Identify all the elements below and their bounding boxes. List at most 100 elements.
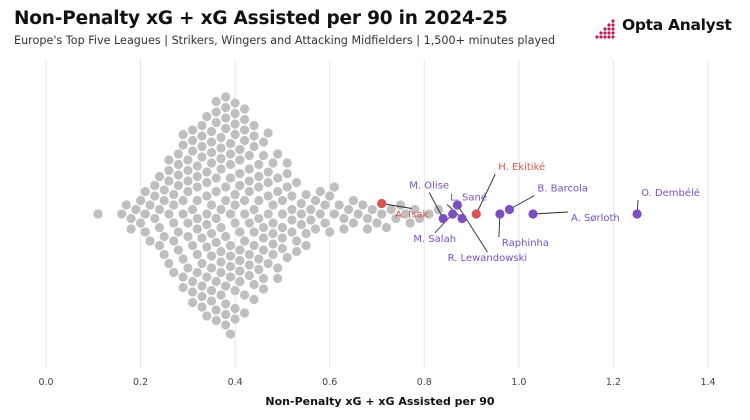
player-dot	[254, 182, 264, 192]
player-dot	[249, 279, 259, 290]
player-dot	[254, 213, 264, 224]
player-dot	[254, 264, 264, 275]
player-dot	[292, 246, 302, 257]
player-dot	[277, 243, 287, 254]
player-dot	[216, 246, 226, 257]
player-dot	[221, 231, 231, 242]
player-dot	[230, 129, 240, 140]
player-dot	[244, 150, 254, 161]
player-dot	[206, 296, 217, 306]
player-dot	[282, 168, 292, 179]
player-dot	[178, 282, 188, 293]
player-dot	[254, 171, 264, 182]
player-dot	[287, 191, 297, 201]
player-dots	[93, 92, 444, 339]
player-dot	[240, 135, 250, 146]
brand-dot-0	[611, 19, 615, 23]
player-dot	[216, 290, 226, 300]
player-dot	[235, 144, 245, 155]
player-dot	[173, 227, 183, 237]
player-dot	[240, 236, 250, 246]
player-dot	[386, 204, 396, 215]
player-dot	[249, 294, 259, 305]
player-dot	[235, 266, 245, 276]
player-dot	[405, 218, 415, 228]
player-dot	[282, 252, 292, 263]
player-dot	[240, 114, 250, 125]
player-dot	[301, 240, 311, 251]
player-dot	[126, 213, 136, 224]
player-dot	[268, 158, 278, 168]
player-dot	[183, 263, 193, 273]
player-dot	[192, 224, 202, 234]
highlighted-player-dot	[377, 198, 387, 209]
leader-line	[381, 203, 412, 209]
player-dot	[183, 155, 193, 165]
player-dot	[367, 204, 377, 215]
player-dot	[244, 260, 254, 270]
player-dot	[150, 180, 160, 191]
player-dot	[225, 240, 235, 251]
player-dot	[197, 302, 207, 312]
player-dot	[310, 195, 321, 206]
player-dot	[154, 171, 165, 182]
player-dot	[258, 150, 269, 161]
player-dot	[254, 159, 264, 170]
player-dot	[211, 305, 221, 315]
player-dot	[221, 113, 231, 123]
player-dot	[292, 177, 302, 188]
chart-title: Non-Penalty xG + xG Assisted per 90 in 2…	[14, 8, 508, 29]
highlighted-player-dot	[528, 209, 538, 219]
x-tick-label: 0.2	[133, 377, 148, 388]
player-dot	[173, 159, 183, 170]
player-dot	[126, 224, 136, 234]
player-dot	[329, 209, 339, 219]
player-dot	[183, 218, 193, 228]
player-dot	[206, 147, 217, 158]
player-dot	[221, 320, 231, 330]
player-dot	[263, 258, 273, 269]
player-dot	[249, 141, 259, 152]
player-dot	[169, 189, 179, 200]
player-dot	[197, 258, 207, 269]
player-dot	[178, 209, 188, 219]
player-dot	[159, 195, 169, 206]
player-dot	[230, 108, 240, 119]
brand-dot-3	[603, 27, 607, 31]
player-label: M. Olise	[409, 181, 449, 192]
brand-dot-7	[603, 31, 607, 35]
player-label: A. Isak	[395, 210, 428, 221]
player-dot	[206, 263, 217, 273]
player-dot	[258, 284, 269, 294]
player-label: H. Ekitiké	[498, 161, 545, 173]
player-label: R. Lewandowski	[448, 253, 528, 264]
x-tick-label: 1.0	[511, 377, 526, 388]
x-tick-label: 0.0	[38, 377, 53, 388]
player-dot	[202, 219, 212, 230]
player-dot	[145, 236, 155, 246]
player-dot	[230, 285, 240, 296]
player-dot	[188, 125, 198, 135]
brand-dot-13	[607, 35, 611, 39]
brand-name: Opta Analyst	[622, 16, 732, 34]
player-dot	[235, 180, 245, 191]
player-dot	[173, 180, 183, 191]
player-dot	[315, 186, 325, 197]
player-dot	[306, 204, 316, 215]
player-dot	[358, 200, 368, 210]
player-dot	[225, 329, 235, 339]
player-dot	[206, 200, 217, 210]
player-dot	[244, 270, 254, 281]
player-dot	[221, 102, 231, 113]
player-dot	[240, 195, 250, 206]
player-dot	[211, 107, 221, 117]
player-dot	[301, 189, 311, 200]
opta-analyst-logo-icon	[595, 19, 615, 39]
leader-line	[457, 204, 488, 253]
player-dot	[140, 209, 150, 219]
player-dot	[216, 222, 226, 233]
player-dot	[206, 137, 217, 147]
player-dot	[225, 261, 235, 272]
player-dot	[306, 215, 316, 225]
player-dot	[169, 267, 179, 278]
